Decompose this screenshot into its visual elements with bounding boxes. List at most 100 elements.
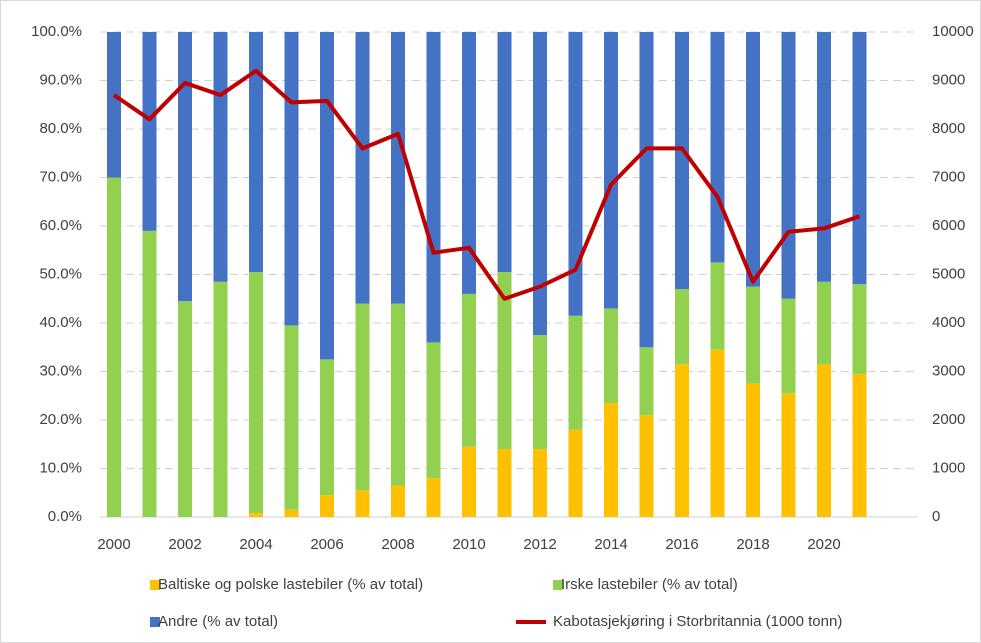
- legend-label: Kabotasjekjøring i Storbritannia (1000 t…: [553, 613, 842, 630]
- bar: [675, 364, 689, 517]
- bar: [852, 373, 867, 517]
- bar: [355, 303, 370, 491]
- bar: [781, 32, 796, 299]
- bar: [710, 349, 725, 517]
- bar: [320, 32, 334, 360]
- bar: [568, 315, 583, 430]
- y2-tick-label: 6000: [932, 217, 965, 234]
- y-tick-label: 70.0%: [39, 168, 82, 185]
- line-series: [112, 68, 861, 301]
- bar: [533, 449, 547, 517]
- y2-tick-label: 5000: [932, 265, 965, 282]
- bar: [675, 289, 689, 365]
- bar: [817, 364, 831, 517]
- bar: [462, 446, 476, 517]
- bar: [426, 342, 441, 479]
- y-tick-label: 50.0%: [39, 265, 82, 282]
- bar: [533, 32, 547, 336]
- bar: [426, 478, 441, 517]
- y-tick-label: 40.0%: [39, 314, 82, 331]
- bar: [284, 509, 299, 517]
- bar: [817, 32, 831, 282]
- bar: [178, 32, 192, 302]
- x-tick-label: 2014: [594, 536, 627, 553]
- legend-label: Irske lastebiler (% av total): [561, 576, 738, 593]
- y-tick-label: 100.0%: [31, 23, 82, 40]
- y-tick-label: 30.0%: [39, 362, 82, 379]
- bar: [249, 513, 263, 517]
- y2-tick-label: 4000: [932, 314, 965, 331]
- bar: [675, 32, 689, 290]
- bar: [355, 490, 370, 517]
- bar: [852, 284, 867, 374]
- bar: [710, 262, 725, 350]
- x-tick-label: 2012: [523, 536, 556, 553]
- y2-tick-label: 2000: [932, 411, 965, 428]
- legend-swatch: [553, 580, 563, 590]
- x-tick-label: 2002: [168, 536, 201, 553]
- x-tick-label: 2016: [665, 536, 698, 553]
- bar: [746, 32, 760, 287]
- bar: [284, 32, 299, 326]
- x-tick-label: 2008: [381, 536, 414, 553]
- y-tick-label: 20.0%: [39, 411, 82, 428]
- bar: [497, 272, 512, 450]
- bar: [639, 415, 654, 517]
- bar: [213, 32, 228, 282]
- bar: [391, 485, 405, 517]
- x-tick-label: 2018: [736, 536, 769, 553]
- bar: [497, 32, 512, 273]
- y-tick-label: 10.0%: [39, 459, 82, 476]
- bar: [107, 177, 121, 517]
- bar: [568, 429, 583, 517]
- legend-label: Andre (% av total): [158, 613, 278, 630]
- bar: [426, 32, 441, 343]
- bar: [320, 495, 334, 517]
- legend-swatch: [150, 617, 160, 627]
- bar: [639, 347, 654, 416]
- bar: [604, 308, 618, 404]
- x-tick-label: 2020: [807, 536, 840, 553]
- bar: [604, 32, 618, 309]
- y2-tick-label: 3000: [932, 362, 965, 379]
- bar: [817, 281, 831, 365]
- bar: [852, 32, 867, 285]
- bar: [142, 230, 157, 517]
- bar: [178, 301, 192, 517]
- y-tick-label: 90.0%: [39, 71, 82, 88]
- y2-tick-label: 0: [932, 508, 940, 525]
- y2-tick-label: 8000: [932, 120, 965, 137]
- y-tick-label: 60.0%: [39, 217, 82, 234]
- bar: [462, 32, 476, 294]
- x-tick-label: 2010: [452, 536, 485, 553]
- bar: [781, 298, 796, 394]
- bar: [320, 359, 334, 496]
- bar: [142, 32, 157, 231]
- bar: [107, 32, 121, 178]
- y2-tick-label: 1000: [932, 459, 965, 476]
- bar: [355, 32, 370, 304]
- bar: [568, 32, 583, 316]
- legend-swatch: [150, 580, 160, 590]
- bar: [391, 32, 405, 304]
- bar: [533, 335, 547, 450]
- bar: [462, 293, 476, 447]
- bar: [391, 303, 405, 486]
- bar: [284, 325, 299, 510]
- x-tick-label: 2006: [310, 536, 343, 553]
- x-tick-label: 2000: [97, 536, 130, 553]
- bar: [497, 449, 512, 517]
- bar: [249, 272, 263, 514]
- bar: [710, 32, 725, 263]
- y2-tick-label: 10000: [932, 23, 974, 40]
- y2-tick-label: 9000: [932, 71, 965, 88]
- y-tick-label: 80.0%: [39, 120, 82, 137]
- bar: [249, 32, 263, 273]
- legend-label: Baltiske og polske lastebiler (% av tota…: [158, 576, 423, 593]
- bar: [781, 393, 796, 517]
- bar: [746, 286, 760, 384]
- bar: [639, 32, 654, 348]
- y-tick-label: 0.0%: [48, 508, 82, 525]
- bar: [746, 383, 760, 517]
